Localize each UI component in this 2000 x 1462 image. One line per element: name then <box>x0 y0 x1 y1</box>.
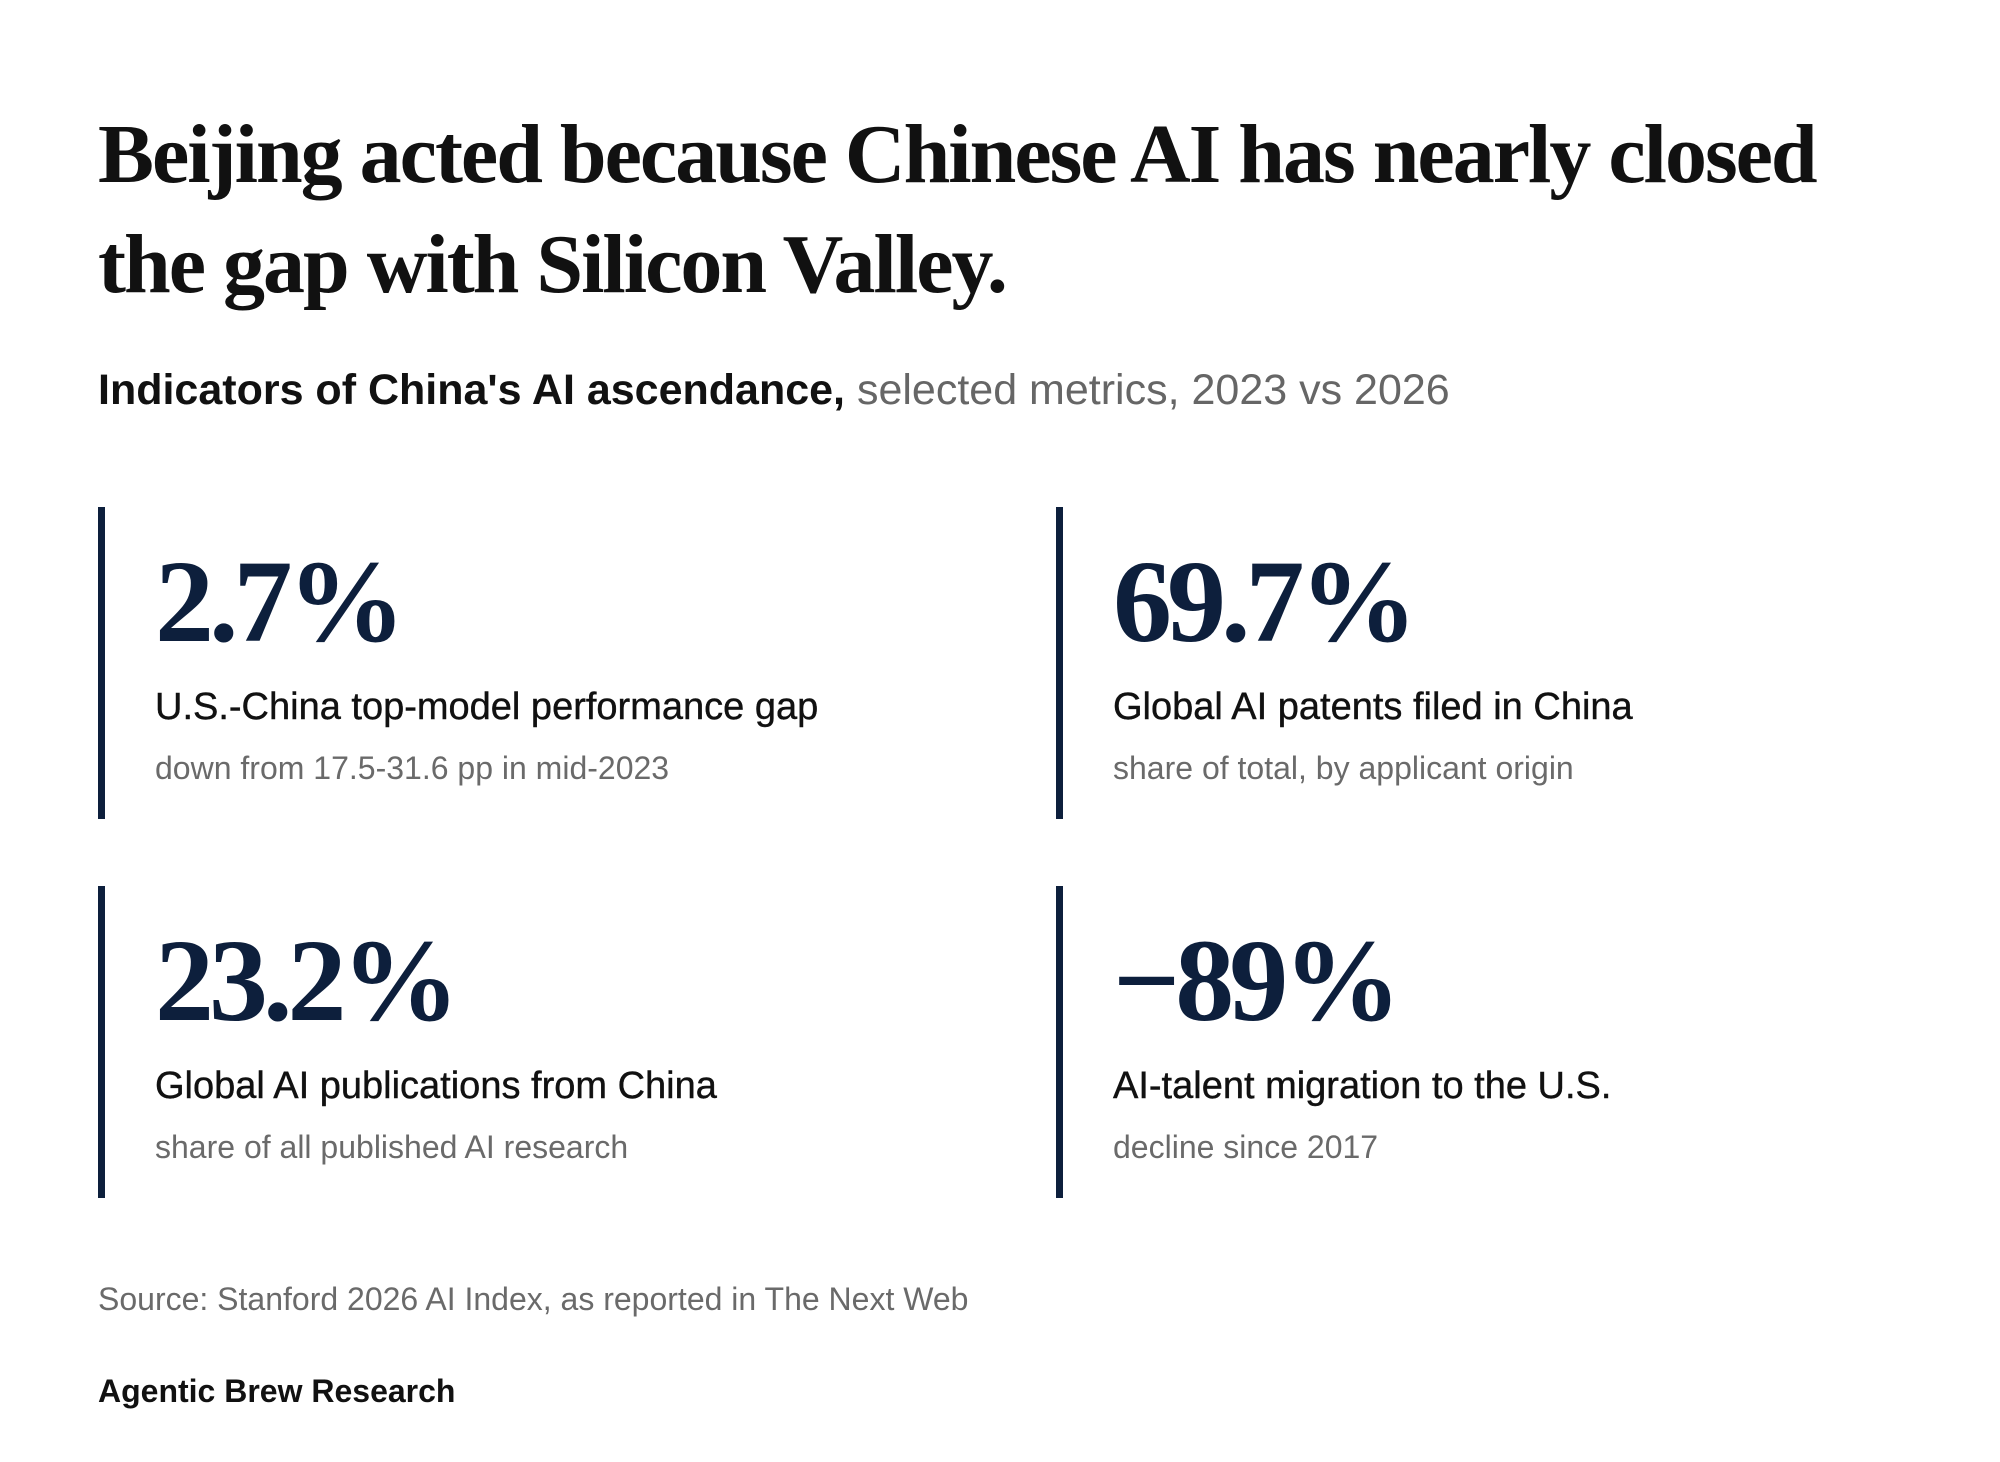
stat-note: decline since 2017 <box>1113 1129 1379 1165</box>
stat-note: share of all published AI research <box>155 1129 629 1165</box>
stat-card-publications: 23.2% Global AI publications from China … <box>98 886 978 1198</box>
infographic: Beijing acted because Chinese AI has nea… <box>98 0 1918 1462</box>
stat-value: 2.7% <box>155 536 405 667</box>
stat-note: share of total, by applicant origin <box>1113 750 1574 786</box>
subtitle-light: selected metrics, 2023 vs 2026 <box>856 366 1450 414</box>
subtitle: Indicators of China's AI ascendance, sel… <box>98 362 1450 418</box>
source-note: Source: Stanford 2026 AI Index, as repor… <box>98 1281 969 1317</box>
stat-value: 69.7% <box>1113 536 1417 667</box>
stat-label: Global AI patents filed in China <box>1113 686 1633 728</box>
subtitle-strong: Indicators of China's AI ascendance, <box>98 366 845 414</box>
brand-credit: Agentic Brew Research <box>98 1373 456 1409</box>
stat-label: Global AI publications from China <box>155 1065 717 1107</box>
stat-card-patents: 69.7% Global AI patents filed in China s… <box>1056 507 1936 819</box>
stat-card-performance-gap: 2.7% U.S.-China top-model performance ga… <box>98 507 978 819</box>
stat-note: down from 17.5-31.6 pp in mid-2023 <box>155 750 670 786</box>
stat-value: −89% <box>1113 915 1401 1046</box>
stat-card-talent-migration: −89% AI-talent migration to the U.S. dec… <box>1056 886 1936 1198</box>
stat-label: U.S.-China top-model performance gap <box>155 686 819 728</box>
stat-label: AI-talent migration to the U.S. <box>1113 1065 1612 1107</box>
stat-value: 23.2% <box>155 915 459 1046</box>
headline: Beijing acted because Chinese AI has nea… <box>98 108 1818 311</box>
